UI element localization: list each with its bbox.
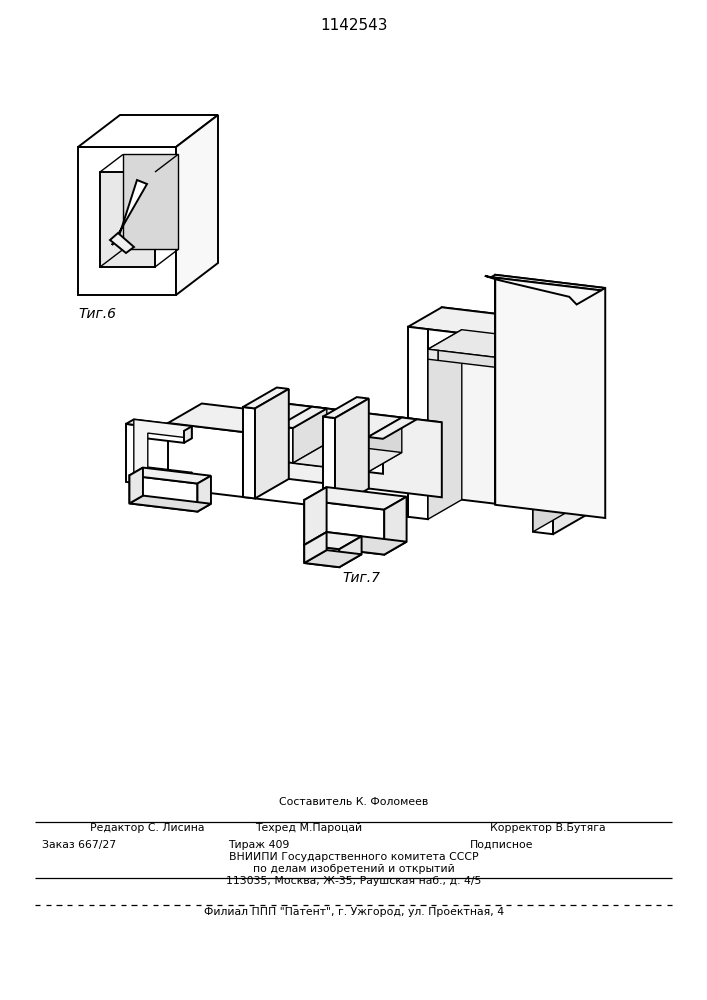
Polygon shape [495,275,605,518]
Text: Тираж 409: Тираж 409 [228,840,289,850]
Polygon shape [533,342,553,534]
Polygon shape [110,233,134,253]
Polygon shape [129,468,211,484]
Polygon shape [428,349,438,360]
Text: по делам изобретений и открытий: по делам изобретений и открытий [253,864,455,874]
Polygon shape [304,487,407,510]
Text: Техред М.Пароцай: Техред М.Пароцай [255,823,362,833]
Text: Подписное: Подписное [470,840,534,850]
Polygon shape [197,476,211,512]
Polygon shape [243,412,277,497]
Text: Филиал ППП "Патент", г. Ужгород, ул. Проектная, 4: Филиал ППП "Патент", г. Ужгород, ул. Про… [204,907,504,917]
Polygon shape [553,325,587,534]
Text: Составитель К. Фоломеев: Составитель К. Фоломеев [279,797,428,807]
Polygon shape [255,389,288,498]
Polygon shape [304,550,361,567]
Polygon shape [243,422,408,517]
Polygon shape [323,397,369,418]
Polygon shape [123,154,178,249]
Polygon shape [243,402,442,442]
Polygon shape [304,532,327,563]
Polygon shape [293,408,327,463]
Polygon shape [339,536,361,567]
Polygon shape [100,172,155,267]
Polygon shape [277,402,442,497]
Text: 1142543: 1142543 [320,18,387,33]
Polygon shape [408,327,428,519]
Polygon shape [442,307,587,515]
Polygon shape [368,437,383,474]
Polygon shape [129,468,143,503]
Polygon shape [293,448,368,472]
Polygon shape [384,497,407,555]
Polygon shape [78,115,218,147]
Polygon shape [304,532,361,549]
Polygon shape [408,307,587,344]
Polygon shape [304,500,384,555]
Text: Корректор В.Бутяга: Корректор В.Бутяга [490,823,606,833]
Polygon shape [428,329,533,362]
Polygon shape [335,399,369,508]
Polygon shape [243,407,255,498]
Polygon shape [126,419,192,431]
Polygon shape [523,361,533,372]
Polygon shape [323,417,335,508]
Polygon shape [184,426,192,443]
Text: Τиг.6: Τиг.6 [78,307,116,321]
Text: Заказ 667/27: Заказ 667/27 [42,840,116,850]
Polygon shape [176,115,218,295]
Polygon shape [304,487,327,545]
Polygon shape [129,496,211,512]
Polygon shape [168,423,243,497]
Polygon shape [184,472,192,489]
Polygon shape [428,330,567,362]
Polygon shape [168,403,277,432]
Text: ВНИИПИ Государственного комитета СССР: ВНИИПИ Государственного комитета СССР [229,852,479,862]
Polygon shape [278,426,293,463]
Polygon shape [304,545,339,567]
Polygon shape [126,424,184,489]
Polygon shape [485,276,601,304]
Text: 113035, Москва, Ж-35, Раушская наб., д. 4/5: 113035, Москва, Ж-35, Раушская наб., д. … [226,876,481,886]
Polygon shape [438,350,523,371]
Polygon shape [304,532,407,555]
Polygon shape [112,180,147,245]
Text: Τиг.7: Τиг.7 [342,570,380,584]
Polygon shape [368,418,402,472]
Polygon shape [243,387,288,408]
Polygon shape [134,419,192,484]
Polygon shape [129,475,197,512]
Polygon shape [78,147,176,295]
Polygon shape [368,418,417,439]
Polygon shape [278,407,327,428]
Text: Редактор С. Лисина: Редактор С. Лисина [90,823,204,833]
Polygon shape [293,444,402,472]
Polygon shape [533,342,567,532]
Polygon shape [428,330,462,519]
Polygon shape [491,275,605,290]
